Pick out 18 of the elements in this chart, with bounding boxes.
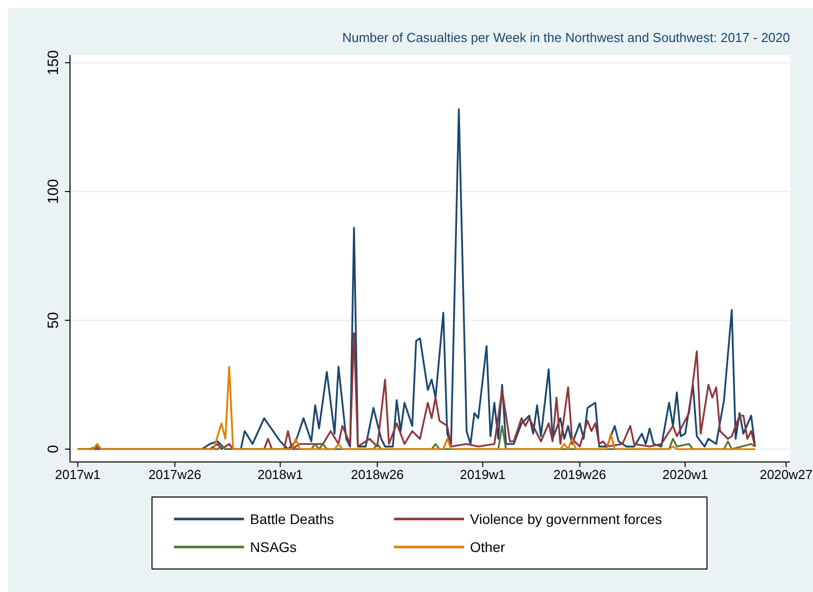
- x-tick-label: 2018w26: [350, 467, 404, 482]
- x-tick-label: 2018w1: [257, 467, 304, 482]
- x-tick-label: 2019w26: [553, 467, 606, 482]
- legend-label: Battle Deaths: [250, 511, 334, 527]
- legend-label: Violence by government forces: [470, 511, 662, 527]
- y-tick-label: 100: [45, 179, 62, 204]
- x-tick-label: 2017w1: [54, 467, 101, 482]
- legend-label: Other: [470, 539, 506, 555]
- x-tick-label: 2020w1: [662, 467, 708, 482]
- legend-label: NSAGs: [250, 539, 297, 555]
- line-series: [76, 366, 756, 450]
- y-tick-label: 0: [45, 444, 62, 454]
- chart-title: Number of Casualties per Week in the Northwest and Southwest: 2017 - 2020: [342, 30, 790, 45]
- y-tick-label: 50: [45, 312, 62, 329]
- y-tick-label: 150: [45, 50, 62, 76]
- x-tick-label: 2019w1: [460, 467, 506, 482]
- x-tick-label: 2017w26: [148, 467, 202, 482]
- x-tick-label: 2020w27: [760, 467, 813, 482]
